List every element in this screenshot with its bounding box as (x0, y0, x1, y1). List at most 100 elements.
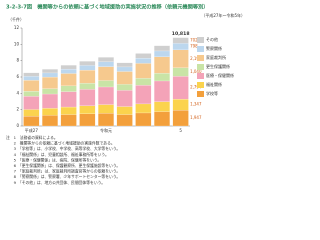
bar-segment (60, 114, 77, 127)
bar-segment (135, 63, 152, 79)
bar-segment (172, 49, 189, 68)
note: 4 「福祉関係」は、児童相談所、福祉事務所等をいう。 (6, 152, 109, 157)
bar-segment (98, 113, 114, 127)
x-tick-label: 令和元 (100, 127, 112, 133)
bar-segment (172, 37, 189, 44)
legend-label: 家庭裁判所 (206, 54, 226, 60)
bar-segment (172, 76, 189, 100)
bar-segment (98, 104, 114, 114)
bar-segment (116, 90, 133, 107)
note: 注 1 法務省の資料による。 (6, 135, 58, 140)
y-tick-label: 0 (16, 123, 19, 128)
value-label: 2,190 (190, 56, 202, 61)
bar-segment (154, 111, 170, 127)
bar-segment (98, 66, 114, 81)
y-tick-label: 2 (16, 107, 19, 112)
bar-segment (154, 56, 170, 74)
bar-segment (116, 106, 133, 115)
y-tick-label: 12 (14, 25, 20, 30)
bar-segment (172, 98, 189, 111)
value-label: 702 (190, 38, 198, 43)
bar-segment (135, 85, 152, 105)
bar-segment (98, 61, 114, 67)
legend-label: その他 (206, 36, 218, 42)
bar-segment (42, 72, 58, 78)
note: 7 「家庭裁判所」は、家庭裁判所調査官等からの依頼をいう。 (6, 169, 120, 174)
bar-segment (60, 65, 77, 70)
bar-segment (23, 96, 40, 110)
bar-segment (172, 67, 189, 77)
bar-segment (116, 66, 133, 72)
legend-label: 福祉関係 (206, 81, 222, 87)
bar-segment (98, 86, 114, 105)
bar-segment (116, 71, 133, 85)
x-tick-label: 5 (179, 128, 182, 133)
y-axis-label: （千件） (8, 16, 24, 22)
chart: 3-2-3-7図 機関等からの依頼に基づく地域援助の実施状況の推移（依頼元機関等… (6, 3, 245, 185)
value-label: 798 (190, 44, 198, 49)
bar-segment (154, 45, 170, 52)
bar-segment (172, 43, 189, 51)
note: 9 「その他」は、地方公共団体、民間団体等をいう。 (6, 180, 105, 185)
bar-segment (135, 53, 152, 59)
bar-segment (60, 106, 77, 115)
bar-segment (42, 76, 58, 89)
bar-segment (79, 89, 96, 106)
legend-swatch (197, 82, 204, 88)
bar-segment (79, 113, 96, 127)
note: 5 「医療・保健関係」は、病院、保健所等をいう。 (6, 157, 101, 162)
bar-segment (135, 112, 152, 127)
bar-segment (42, 69, 58, 74)
bar-segment (42, 108, 58, 116)
bar-segment (116, 62, 133, 68)
bar-segment (60, 91, 77, 108)
note: 2 機関等からの依頼に基づく地域援助の実施件数である。 (6, 141, 115, 146)
bar-segment (172, 109, 189, 127)
value-label: 2,794 (190, 85, 202, 90)
y-tick-label: 6 (16, 74, 19, 79)
total-label: 10,818 (172, 31, 190, 37)
x-tick-label: 平成27 (25, 127, 39, 133)
bar-segment (23, 116, 40, 127)
bar-segment (23, 76, 40, 81)
bar-segment (135, 103, 152, 114)
bar-segment (135, 78, 152, 86)
bar-segment (154, 80, 170, 102)
bar-segment (79, 65, 96, 71)
legend-swatch (197, 46, 204, 52)
bar-segment (79, 61, 96, 66)
legend-label: 学校等 (206, 90, 218, 96)
bar-segment (42, 115, 58, 127)
legend-label: 医療・保健関係 (206, 72, 234, 78)
bar-segment (23, 72, 40, 77)
legend-swatch (197, 64, 204, 70)
bar-segment (116, 114, 133, 127)
note: 6 「更生保護関係」は、保護観察所、更生保護施設等をいう。 (6, 163, 120, 168)
legend-swatch (197, 37, 204, 43)
bar-segment (79, 69, 96, 84)
bar-segment (23, 109, 40, 117)
bar-segment (42, 93, 58, 109)
y-tick-label: 4 (16, 90, 19, 95)
bar-segment (60, 73, 77, 86)
value-label: 1,347 (190, 102, 202, 107)
bar-segment (116, 84, 133, 91)
bar-segment (98, 57, 114, 62)
legend-label: 更生保護関係 (206, 63, 230, 69)
bar-segment (154, 101, 170, 112)
bar-segment (154, 50, 170, 57)
bar-segment (79, 83, 96, 90)
y-tick-label: 10 (14, 41, 20, 46)
chart-title: 3-2-3-7図 機関等からの依頼に基づく地域援助の実施状況の推移（依頼元機関等… (6, 3, 208, 11)
y-tick-label: 8 (16, 58, 19, 63)
bar-segment (42, 88, 58, 95)
bar-segment (60, 68, 77, 74)
value-label: 1,947 (190, 115, 202, 120)
value-label: 1,040 (190, 69, 202, 74)
legend-label: 警察関係 (206, 45, 222, 51)
bar-segment (135, 58, 152, 64)
legend-swatch (197, 73, 204, 79)
bar-segment (23, 91, 40, 97)
bar-segment (98, 80, 114, 88)
note: 3 「学校等」は、小学校、中学校、高等学校、大学等をいう。 (6, 146, 120, 151)
